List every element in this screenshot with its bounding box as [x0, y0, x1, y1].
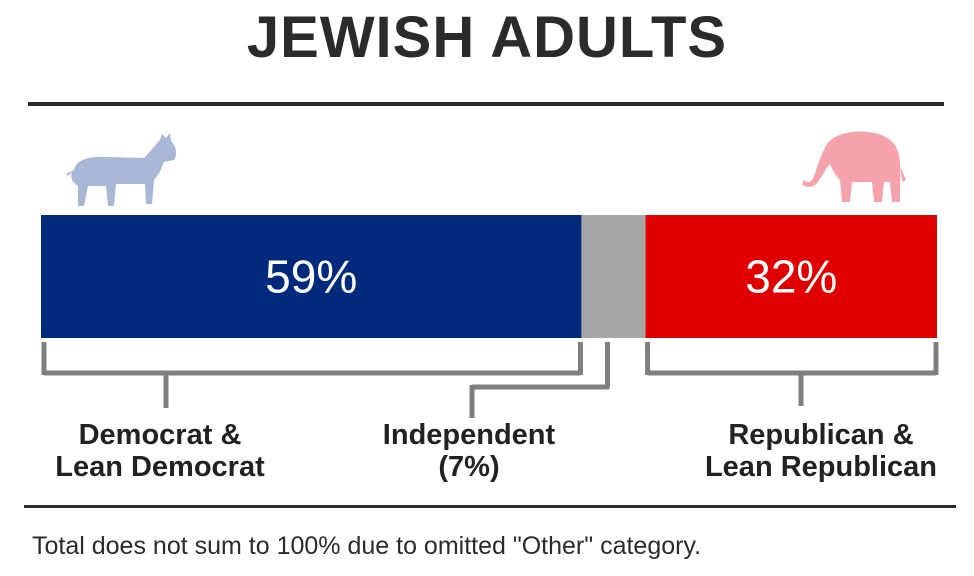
donkey-icon — [66, 133, 177, 206]
value-label-democrat: 59% — [265, 251, 357, 303]
bar-democrat — [41, 215, 582, 338]
bracket-group — [41, 342, 939, 418]
bar-republican — [645, 215, 937, 338]
category-label-republican-line1: Republican & — [728, 419, 913, 451]
footnote: Total does not sum to 100% due to omitte… — [32, 532, 702, 560]
elephant-icon — [802, 131, 906, 202]
top-rule — [28, 102, 944, 106]
category-label-independent-line1: Independent — [383, 419, 556, 451]
bar-group: 59% 32% — [41, 215, 937, 338]
category-label-republican-line2: Lean Republican — [705, 451, 937, 483]
category-label-independent-line2: (7%) — [438, 451, 499, 483]
category-label-democrat-line1: Democrat & — [79, 419, 242, 451]
label-group: Democrat &Lean Democrat Independent(7%) Re… — [55, 419, 937, 483]
chart-title: JEWISH ADULTS — [246, 5, 728, 70]
bottom-rule — [24, 505, 956, 508]
value-label-republican: 32% — [745, 251, 837, 303]
category-label-democrat-line2: Lean Democrat — [55, 451, 265, 483]
bar-independent — [581, 215, 646, 338]
